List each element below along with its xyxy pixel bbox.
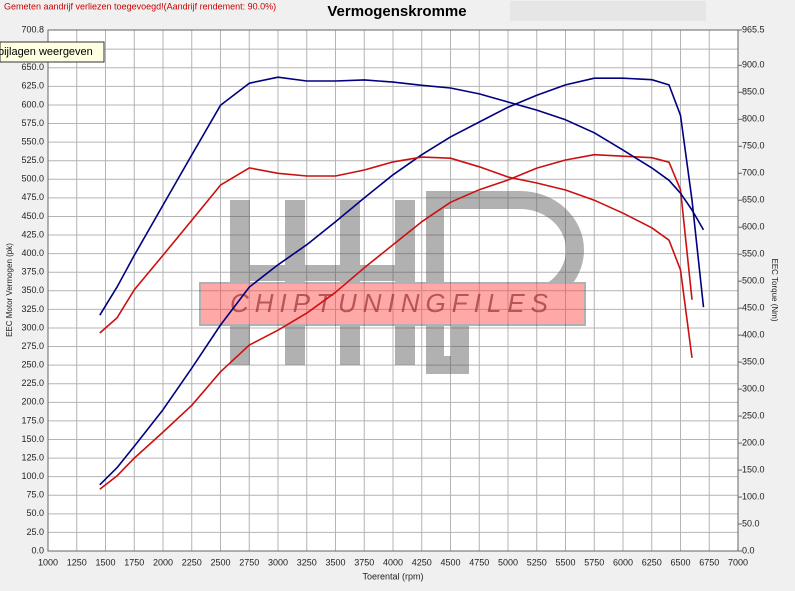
x-tick-label: 2250 [182,557,202,567]
y-axis-title: EEC Motor Vermogen (pk) [5,243,14,337]
y-tick-label: 150.0 [21,434,44,444]
y-tick-label: 200.0 [21,397,44,407]
x-tick-label: 2750 [239,557,259,567]
notice: Gemeten aandrijf verliezen toegevoegd!(A… [4,1,276,11]
x-tick-label: 5750 [584,557,604,567]
logo-bar [340,200,360,365]
logo-p [426,191,584,374]
y2-tick-label: 600.0 [742,222,765,232]
y2-tick-label: 300.0 [742,383,765,393]
y2-tick-label: 800.0 [742,114,765,124]
y2-tick-label: 450.0 [742,303,765,313]
y2-tick-label: 550.0 [742,249,765,259]
x-tick-label: 5250 [527,557,547,567]
logo-band [199,282,586,326]
y-tick-label: 700.8 [21,24,44,34]
x-tick-label: 1750 [124,557,144,567]
y-tick-label: 500.0 [21,174,44,184]
y-tick-label: 350.0 [21,285,44,295]
y2-tick-label: 50.0 [742,518,760,528]
y2-tick-label: 850.0 [742,87,765,97]
logo-bar [230,200,250,365]
x-tick-label: 5000 [498,557,518,567]
y-tick-label: 625.0 [21,81,44,91]
y2-tick-label: 350.0 [742,357,765,367]
x-tick-label: 1250 [67,557,87,567]
series-line [99,77,705,486]
y2-tick-label: 750.0 [742,141,765,151]
y2-tick-label: 250.0 [742,410,765,420]
y-tick-label: 400.0 [21,248,44,258]
y2-tick-label: 400.0 [742,330,765,340]
logo-bar [230,265,415,281]
y-tick-label: 25.0 [26,527,44,537]
y-tick-label: 100.0 [21,471,44,481]
x-tick-label: 4000 [383,557,403,567]
header-box [510,1,706,21]
tooltip-text: bijlagen weergeven [0,46,93,58]
x-tick-label: 2000 [153,557,173,567]
y-tick-label: 525.0 [21,155,44,165]
x-tick-label: 5500 [555,557,575,567]
y2-tick-label: 650.0 [742,195,765,205]
x-axis-title: Toerental (rpm) [362,571,423,581]
y-tick-label: 250.0 [21,360,44,370]
x-tick-label: 6500 [670,557,690,567]
x-tick-label: 6000 [613,557,633,567]
y-tick-label: 600.0 [21,99,44,109]
x-tick-label: 7000 [728,557,748,567]
y-tick-label: 75.0 [26,490,44,500]
x-tick-label: 4750 [469,557,489,567]
y-tick-label: 425.0 [21,229,44,239]
series-line [99,76,705,316]
y-tick-label: 550.0 [21,136,44,146]
y2-tick-label: 100.0 [742,491,765,501]
y-tick-label: 375.0 [21,267,44,277]
x-tick-label: 4250 [412,557,432,567]
series-line [99,153,693,490]
y2-tick-label: 700.0 [742,168,765,178]
y2-tick-label: 965.5 [742,24,765,34]
y-tick-label: 50.0 [26,508,44,518]
y-tick-label: 125.0 [21,452,44,462]
x-tick-label: 3250 [297,557,317,567]
x-tick-label: 1000 [38,557,58,567]
x-tick-label: 1500 [95,557,115,567]
x-tick-label: 6750 [699,557,719,567]
y-tick-label: 575.0 [21,118,44,128]
logo-bar [395,200,415,365]
y-tick-label: 325.0 [21,304,44,314]
tooltip [0,41,105,63]
x-tick-label: 3750 [354,557,374,567]
series-line [99,156,693,358]
x-tick-label: 4500 [440,557,460,567]
plot-border [47,29,739,552]
y-tick-label: 450.0 [21,211,44,221]
y-tick-label: 300.0 [21,322,44,332]
x-tick-label: 3000 [268,557,288,567]
y-tick-label: 650.0 [21,62,44,72]
y2-tick-label: 200.0 [742,437,765,447]
y-tick-label: 225.0 [21,378,44,388]
x-tick-label: 6250 [642,557,662,567]
watermark-logo [199,191,586,374]
y-tick-label: 475.0 [21,192,44,202]
y-tick-label: 275.0 [21,341,44,351]
y2-axis-title: EEC Torque (Nm) [770,259,779,322]
watermark-text: CHIPTUNINGFILES [230,288,554,318]
lines [99,76,705,490]
y2-tick-label: 0.0 [742,545,755,555]
y2-tick-label: 900.0 [742,60,765,70]
chart-title: Vermogenskromme [327,3,466,20]
y-tick-label: 175.0 [21,415,44,425]
y2-tick-label: 500.0 [742,276,765,286]
y2-tick-label: 150.0 [742,464,765,474]
y-tick-label: 0.0 [31,545,44,555]
x-tick-label: 3500 [325,557,345,567]
x-tick-label: 2500 [210,557,230,567]
